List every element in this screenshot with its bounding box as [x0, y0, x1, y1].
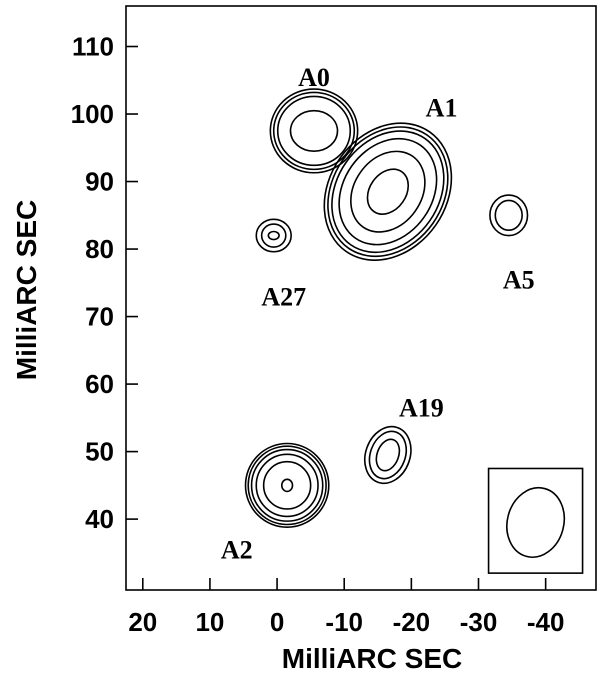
- contour-level: [289, 109, 339, 152]
- source-label-a2: A2: [221, 535, 253, 564]
- x-axis-title: MilliARC SEC: [282, 643, 462, 674]
- contour-level: [494, 199, 523, 231]
- contour-level: [363, 425, 412, 485]
- contour-level: [260, 223, 287, 248]
- contour-level: [350, 150, 426, 233]
- y-tick-label: 40: [85, 504, 114, 534]
- contour-group-a0: [269, 88, 359, 174]
- y-tick-label: 50: [85, 437, 114, 467]
- contour-level: [375, 438, 401, 472]
- contour-level: [272, 91, 356, 171]
- contour-group-a5: [489, 194, 529, 237]
- source-label-a19: A19: [399, 394, 444, 423]
- y-tick-label: 100: [71, 99, 114, 129]
- x-tick-label: -30: [460, 607, 498, 637]
- contour-group-a2: [244, 442, 330, 529]
- y-tick-label: 60: [85, 369, 114, 399]
- contour-level: [331, 130, 445, 254]
- contour-level: [269, 88, 359, 174]
- source-label-a5: A5: [503, 265, 535, 294]
- beam-box: [487, 467, 584, 574]
- contour-level: [368, 430, 408, 480]
- contour-level: [276, 95, 352, 167]
- source-label-a0: A0: [298, 63, 330, 92]
- y-tick-label: 80: [85, 234, 114, 264]
- y-tick-label: 90: [85, 167, 114, 197]
- y-tick-label: 70: [85, 302, 114, 332]
- x-tick-label: -40: [527, 607, 565, 637]
- contour-level: [247, 445, 327, 526]
- plot-frame: [125, 5, 597, 591]
- x-tick-label: 20: [128, 607, 157, 637]
- contour-level: [323, 122, 453, 261]
- contour-group-a19: [363, 425, 412, 485]
- source-label-a1: A1: [426, 93, 458, 122]
- contour-group-a27: [255, 218, 292, 253]
- y-axis-title: MilliARC SEC: [11, 200, 42, 380]
- contour-level: [262, 460, 312, 510]
- contour-level: [327, 126, 449, 258]
- x-tick-label: 0: [270, 607, 284, 637]
- source-label-layer: A0 A1 A27 A5 A19 A2: [221, 63, 535, 565]
- contour-level: [338, 137, 438, 246]
- beam-ellipse: [506, 486, 566, 558]
- contour-level: [255, 218, 292, 253]
- contour-level: [280, 478, 294, 493]
- contour-layer: [244, 88, 529, 529]
- contour-level: [267, 230, 280, 241]
- contour-level: [489, 194, 529, 237]
- contour-group-a1: [323, 122, 453, 261]
- contour-level: [244, 442, 330, 529]
- source-label-a27: A27: [261, 282, 306, 311]
- x-tick-label: 10: [195, 607, 224, 637]
- beam-inset: [487, 467, 584, 574]
- x-tick-label: -20: [393, 607, 431, 637]
- contour-level: [366, 168, 410, 215]
- x-tick-label: -10: [325, 607, 363, 637]
- contour-level: [250, 448, 324, 522]
- contour-level: [255, 453, 319, 518]
- y-tick-label: 110: [72, 32, 114, 62]
